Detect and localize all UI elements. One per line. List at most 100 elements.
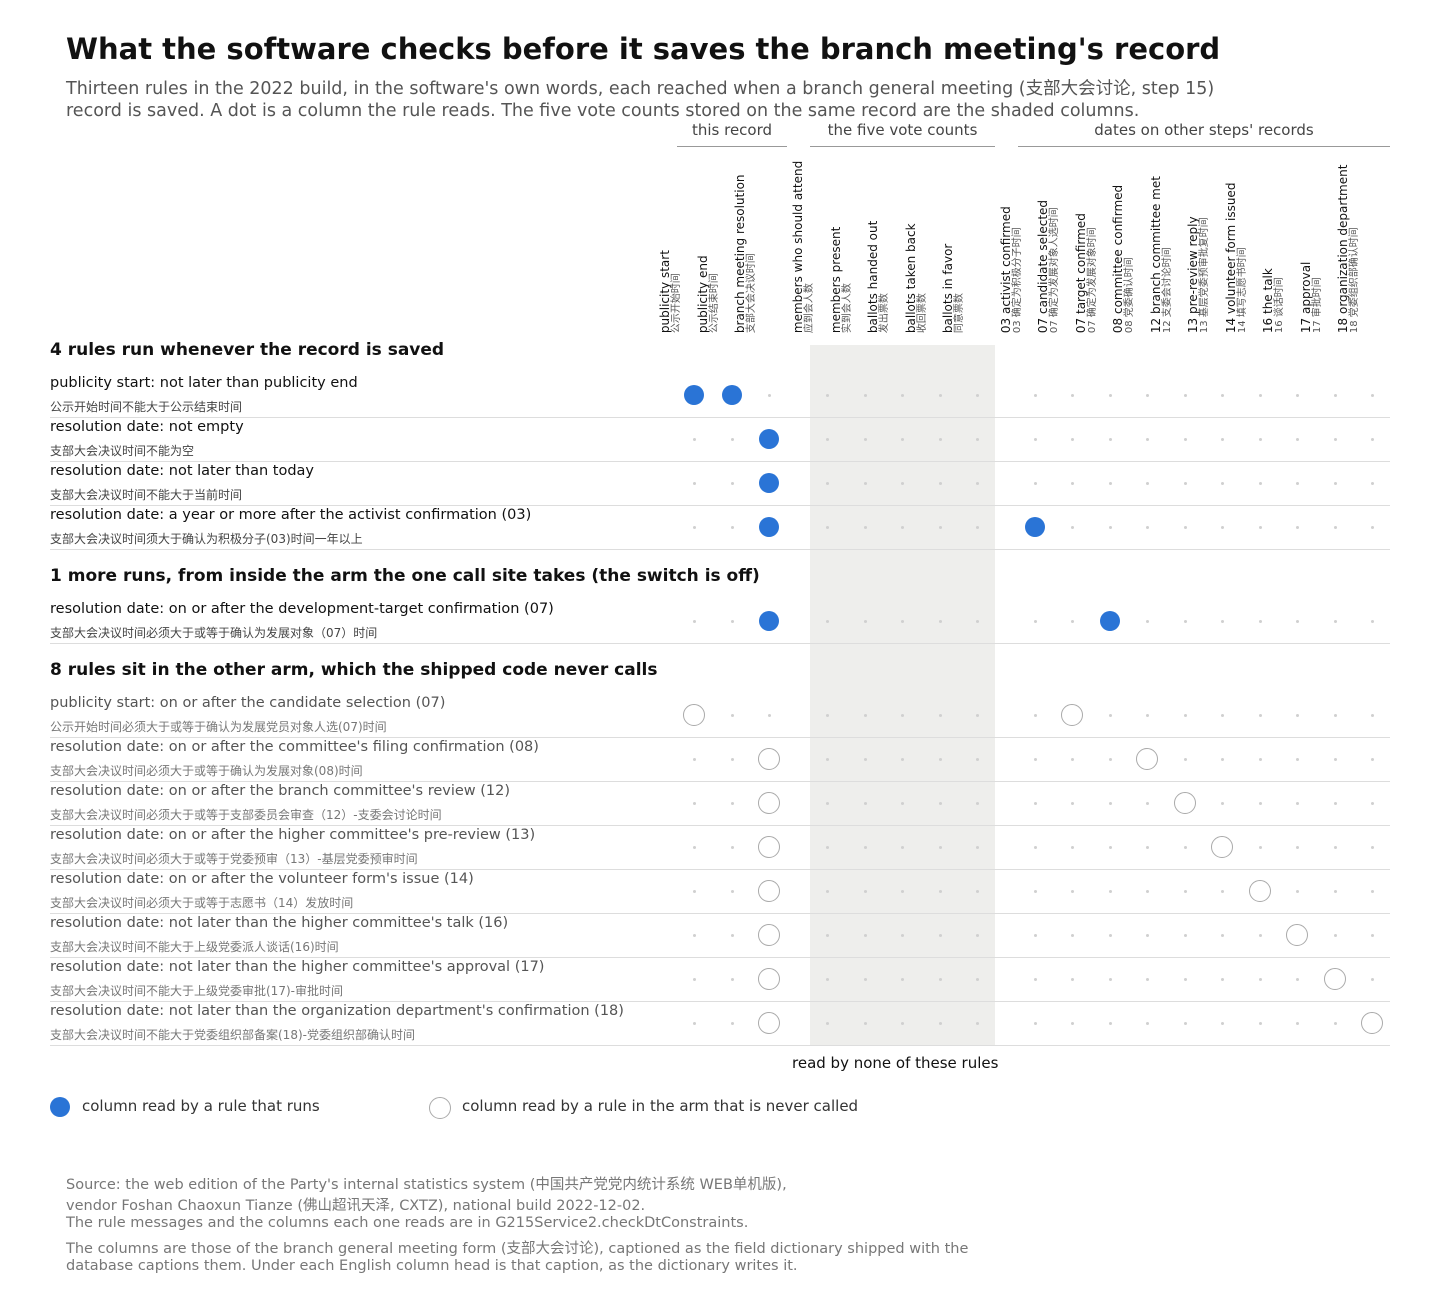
empty-mark (1258, 481, 1262, 485)
empty-mark (1295, 1021, 1299, 1025)
column-header: 16 the talk 16 谈话时间 (1261, 268, 1286, 333)
column-header-zh: 公示结束时间 (708, 273, 720, 333)
empty-mark (1183, 525, 1187, 529)
column-header-zh: 08 党委确认时间 (1123, 257, 1135, 333)
empty-mark (692, 889, 696, 893)
subtitle-line-2: record is saved. A dot is a column the r… (66, 101, 1140, 121)
empty-mark (1070, 933, 1074, 937)
legend-run-label: column read by a rule that runs (82, 1097, 320, 1115)
read-mark (759, 473, 779, 493)
empty-mark (1145, 713, 1149, 717)
empty-mark (1258, 1021, 1262, 1025)
empty-mark (1033, 437, 1037, 441)
empty-mark (1108, 845, 1112, 849)
rule-label: publicity start: not later than publicit… (50, 375, 358, 391)
empty-mark (1070, 845, 1074, 849)
empty-mark (1370, 481, 1374, 485)
empty-mark (1183, 845, 1187, 849)
column-header-en: 16 the talk (1260, 268, 1275, 333)
empty-mark (1145, 933, 1149, 937)
empty-mark (1220, 393, 1224, 397)
empty-mark (1033, 393, 1037, 397)
column-header-zh: 07 确定为发展对象时间 (1086, 227, 1098, 333)
empty-mark (1333, 757, 1337, 761)
source-line-2: vendor Foshan Chaoxun Tianze (佛山超讯天泽, CX… (66, 1198, 646, 1214)
empty-mark (938, 437, 942, 441)
empty-mark (825, 393, 829, 397)
read-mark (758, 880, 780, 902)
column-header-text: publicity start 公示开始时间 (657, 249, 682, 333)
empty-mark (900, 437, 904, 441)
shade-note: read by none of these rules (792, 1054, 999, 1072)
rule-caption: 支部大会决议时间必须大于或等于确认为发展对象(08)时间 (50, 764, 363, 778)
legend-never-label: column read by a rule in the arm that is… (462, 1097, 859, 1115)
empty-mark (1258, 845, 1262, 849)
source-line-4: The columns are those of the branch gene… (66, 1241, 969, 1257)
empty-mark (1333, 845, 1337, 849)
empty-mark (1220, 889, 1224, 893)
empty-mark (863, 619, 867, 623)
column-header-zh: 13 基层党委预审批复时间 (1198, 217, 1210, 333)
empty-mark (1145, 801, 1149, 805)
rule-caption: 支部大会决议时间不能大于上级党委派人谈话(16)时间 (50, 940, 339, 954)
empty-mark (1033, 1021, 1037, 1025)
empty-mark (900, 801, 904, 805)
empty-mark (1295, 619, 1299, 623)
section-heading: 8 rules sit in the other arm, which the … (50, 660, 658, 680)
empty-mark (1258, 619, 1262, 623)
column-group-rule (1018, 146, 1390, 147)
empty-mark (1145, 437, 1149, 441)
rule-caption: 支部大会决议时间不能大于上级党委审批(17)-审批时间 (50, 984, 343, 998)
row-divider (50, 825, 1390, 826)
column-group-label: dates on other steps' records (1094, 121, 1314, 139)
read-mark (758, 924, 780, 946)
rule-label: resolution date: not later than the orga… (50, 1003, 624, 1019)
empty-mark (730, 481, 734, 485)
empty-mark (730, 933, 734, 937)
source-line-1: Source: the web edition of the Party's i… (66, 1177, 787, 1193)
empty-mark (975, 845, 979, 849)
empty-mark (730, 889, 734, 893)
column-header: 12 branch committee met 12 支委会讨论时间 (1149, 176, 1174, 333)
empty-mark (767, 713, 771, 717)
empty-mark (863, 933, 867, 937)
empty-mark (1145, 525, 1149, 529)
empty-mark (900, 481, 904, 485)
empty-mark (1108, 437, 1112, 441)
empty-mark (863, 481, 867, 485)
empty-mark (1108, 801, 1112, 805)
empty-mark (825, 845, 829, 849)
empty-mark (975, 757, 979, 761)
empty-mark (692, 801, 696, 805)
empty-mark (692, 619, 696, 623)
empty-mark (1070, 977, 1074, 981)
column-header-text: branch meeting resolution 支部大会决议时间 (733, 174, 757, 333)
chart-title: What the software checks before it saves… (66, 32, 1221, 66)
column-header-en: 13 pre-review reply (1185, 216, 1200, 333)
rule-label: resolution date: not later than the high… (50, 915, 509, 931)
empty-mark (1033, 619, 1037, 623)
rule-caption: 支部大会决议时间不能大于党委组织部备案(18)-党委组织部确认时间 (50, 1028, 415, 1042)
row-divider (50, 869, 1390, 870)
empty-mark (825, 525, 829, 529)
empty-mark (863, 889, 867, 893)
empty-mark (975, 437, 979, 441)
column-header-zh: 发出票数 (878, 293, 890, 333)
empty-mark (825, 801, 829, 805)
empty-mark (730, 757, 734, 761)
empty-mark (1183, 619, 1187, 623)
empty-mark (692, 933, 696, 937)
empty-mark (863, 525, 867, 529)
empty-mark (1220, 481, 1224, 485)
empty-mark (1108, 1021, 1112, 1025)
empty-mark (1258, 393, 1262, 397)
column-header-text: 14 volunteer form issued 14 填写志愿书时间 (1224, 182, 1248, 333)
empty-mark (1370, 845, 1374, 849)
read-mark (1136, 748, 1158, 770)
column-header-en: publicity start (657, 249, 672, 333)
column-header-text: members who should attend 应到会人数 (791, 161, 815, 333)
empty-mark (1333, 801, 1337, 805)
empty-mark (692, 757, 696, 761)
empty-mark (1220, 757, 1224, 761)
empty-mark (938, 1021, 942, 1025)
